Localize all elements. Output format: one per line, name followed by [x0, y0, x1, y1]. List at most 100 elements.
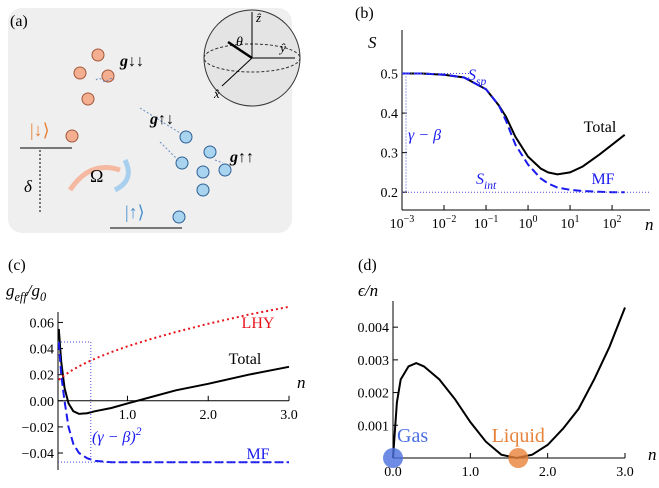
- tick-text: 10: [519, 217, 533, 232]
- tick-text: 2.0: [539, 465, 557, 480]
- y-tick-label: 0.00: [30, 395, 55, 410]
- x-tick-label: 2.0: [199, 408, 217, 423]
- y-axis-label: ϵ/n: [358, 281, 378, 300]
- text-part: S: [468, 67, 476, 84]
- panel-a: (a) ẑ ŷ x̂ θ g↓↓ g↑↓ g↑↑ |↓⟩ |↑⟩: [8, 8, 300, 233]
- y-tick-label: −0.02: [22, 421, 54, 436]
- tick-text: 1.0: [462, 465, 480, 480]
- x-tick-label: 100: [519, 214, 538, 232]
- y-tick-label: 0.06: [30, 316, 55, 331]
- atom: [197, 166, 209, 178]
- y-tick-label: 0.3: [381, 147, 399, 162]
- x-tick-label: 10−3: [390, 214, 415, 232]
- series-label: LHY: [242, 315, 275, 332]
- tick-text: 3.0: [616, 465, 634, 480]
- y-tick-label: 0.001: [358, 419, 390, 434]
- tick-text: 1.0: [119, 408, 137, 423]
- annotation: γ − β: [408, 127, 441, 144]
- tick-text: 2.0: [199, 408, 217, 423]
- text-part: g: [6, 281, 15, 300]
- x-axis-label: n: [648, 445, 657, 464]
- x-axis-label: n: [645, 215, 654, 234]
- figure: (a) ẑ ŷ x̂ θ g↓↓ g↑↓ g↑↑ |↓⟩ |↑⟩: [0, 0, 659, 483]
- state-label: |↑⟩: [125, 202, 145, 222]
- y-tick-label: 0.004: [358, 321, 390, 336]
- annotation: Sint: [476, 171, 497, 192]
- tick-text: −0.02: [22, 421, 54, 436]
- y-tick-label: −0.04: [22, 447, 54, 462]
- annotation: Ssp: [468, 67, 486, 88]
- tick-text: 10: [603, 217, 617, 232]
- tick-text: 10: [390, 217, 404, 232]
- y-tick-label: 0.5: [381, 68, 399, 83]
- tick-text: 0.00: [30, 395, 55, 410]
- tick-text: 3.0: [280, 408, 298, 423]
- text-part: 0: [40, 290, 46, 304]
- atom: [176, 157, 188, 169]
- y-tick-label: 0.04: [30, 343, 55, 358]
- atom: [180, 131, 192, 143]
- x-tick-label: 10−2: [432, 214, 457, 232]
- panel-label: (a): [10, 13, 28, 30]
- text-part: int: [484, 180, 497, 192]
- x-tick-label: 10−1: [474, 214, 499, 232]
- atom: [82, 93, 94, 105]
- panel-label: (d): [358, 257, 377, 274]
- y-tick-label: 0.2: [381, 186, 399, 201]
- x-tick-label: 3.0: [616, 465, 634, 480]
- tick-exponent: −1: [488, 214, 499, 225]
- axis-label: ẑ: [255, 10, 262, 25]
- text-part: /g: [26, 281, 40, 300]
- detuning-label: δ: [24, 177, 33, 196]
- x-tick-label: 1.0: [462, 465, 480, 480]
- y-tick-label: 0.003: [358, 354, 390, 369]
- y-axis-label: S: [368, 33, 377, 52]
- series-label: Total: [229, 351, 262, 368]
- panel-label: (c): [8, 257, 26, 274]
- atom: [92, 49, 104, 61]
- point-label: Gas: [397, 425, 428, 447]
- x-tick-label: 1.0: [119, 408, 137, 423]
- x-tick-label: 102: [603, 214, 622, 232]
- atom: [173, 211, 185, 223]
- text-part: sp: [476, 76, 486, 88]
- tick-exponent: 1: [575, 214, 580, 225]
- panel-label: (b): [355, 5, 374, 22]
- y-tick-label: 0.4: [381, 107, 399, 122]
- state-point: [508, 448, 528, 468]
- state-label: |↓⟩: [30, 120, 50, 140]
- point-label: Liquid: [492, 425, 545, 447]
- x-tick-label: 3.0: [280, 408, 298, 423]
- x-tick-label: 2.0: [539, 465, 557, 480]
- series-label: Total: [584, 119, 617, 136]
- atom: [74, 67, 86, 79]
- tick-exponent: 2: [617, 214, 622, 225]
- series-label: MF: [591, 171, 614, 188]
- angle-label: θ: [236, 35, 243, 50]
- tick-text: 10: [474, 217, 488, 232]
- y-tick-label: 0.02: [30, 369, 55, 384]
- x-tick-label: 101: [561, 214, 580, 232]
- atom: [66, 130, 78, 142]
- x-axis-label: n: [297, 373, 306, 392]
- tick-text: 10: [432, 217, 446, 232]
- text-part: 2: [136, 426, 142, 438]
- tick-exponent: −3: [404, 214, 415, 225]
- coupling-label: g↑↓: [149, 111, 174, 128]
- atom: [197, 184, 209, 196]
- text-part: S: [476, 171, 484, 188]
- annotation: (γ − β)2: [92, 426, 142, 446]
- atom: [204, 146, 216, 158]
- tick-text: −0.04: [22, 447, 54, 462]
- coupling-label: g↓↓: [119, 53, 144, 70]
- y-axis-label: geff/g0: [6, 281, 46, 304]
- state-point: [383, 448, 403, 468]
- y-tick-label: 0.002: [358, 387, 390, 402]
- tick-text: 10: [561, 217, 575, 232]
- axis-label: x̂: [213, 86, 220, 101]
- coupling-label: g↑↑: [229, 149, 254, 166]
- rabi-label: Ω: [90, 166, 103, 186]
